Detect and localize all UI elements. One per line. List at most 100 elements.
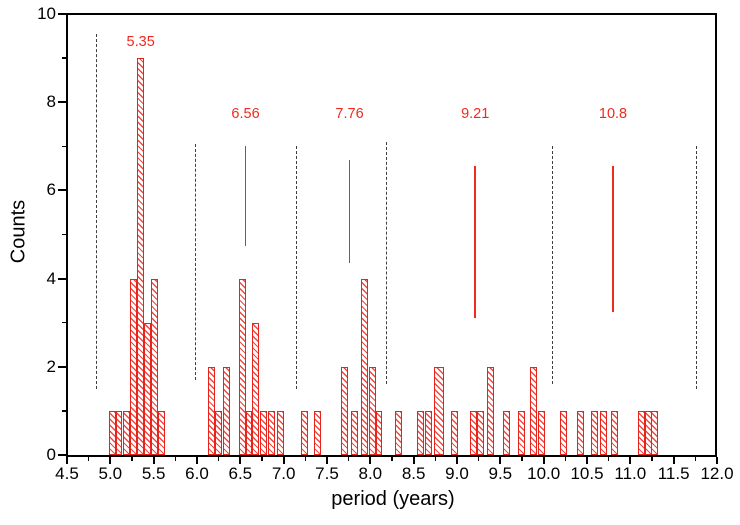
histogram-bar (537, 410, 545, 455)
x-tick-major (282, 457, 285, 464)
peak-marker-label: 5.35 (126, 33, 155, 50)
peak-marker-line (474, 166, 476, 319)
x-tick-minor (564, 457, 567, 461)
x-tick-minor (347, 457, 350, 461)
x-tick-label: 7.5 (315, 464, 339, 483)
x-tick-major (239, 457, 242, 464)
x-tick-major (66, 457, 68, 464)
x-tick-minor (477, 457, 480, 461)
dashed-guide-line (194, 144, 196, 381)
histogram-bar (108, 410, 116, 455)
x-tick-minor (607, 457, 610, 461)
x-tick-label: 11.5 (657, 464, 690, 483)
x-tick-label: 6.0 (185, 464, 209, 483)
histogram-bar (130, 278, 138, 455)
histogram-bar (577, 410, 585, 455)
x-tick-major (586, 457, 588, 464)
x-tick-major (672, 457, 675, 464)
x-tick-major (499, 457, 502, 464)
histogram-bar (394, 410, 402, 455)
histogram-bar (252, 322, 260, 455)
x-tick-label: 7.0 (271, 464, 296, 483)
dashed-guide-line (695, 146, 697, 389)
x-tick-label: 5.5 (141, 464, 166, 483)
y-tick-label: 0 (46, 445, 56, 464)
histogram-bar (560, 410, 568, 455)
x-tick-label: 5.0 (98, 464, 123, 483)
peak-marker-label: 10.8 (598, 106, 628, 123)
x-tick-minor (174, 457, 177, 461)
y-tick-major (58, 365, 66, 368)
histogram-bar (375, 410, 383, 455)
x-tick-major (196, 457, 198, 464)
histogram-bar (502, 410, 510, 455)
y-tick-major (58, 277, 66, 280)
histogram-bar (433, 366, 444, 455)
histogram-bar (450, 410, 458, 455)
histogram-bar (115, 410, 123, 455)
x-tick-minor (304, 457, 307, 461)
x-tick-label: 10.5 (570, 464, 604, 483)
y-tick-major (58, 454, 66, 456)
x-tick-major (412, 457, 415, 464)
x-tick-label: 11.0 (614, 464, 647, 483)
dashed-guide-line (296, 146, 298, 389)
y-tick-label: 6 (46, 180, 56, 200)
histogram-bar (137, 58, 145, 455)
peak-marker-label: 6.56 (231, 106, 260, 123)
y-tick-label: 2 (46, 356, 56, 376)
x-tick-major (369, 457, 372, 464)
histogram-bar (268, 410, 275, 455)
x-tick-major (152, 457, 155, 464)
histogram-bar (517, 410, 525, 455)
histogram-bar (651, 410, 659, 455)
histogram-bar (276, 410, 284, 455)
peak-marker-line (244, 146, 247, 246)
x-tick-major (542, 457, 545, 464)
x-tick-minor (131, 457, 133, 461)
y-tick-minor (62, 145, 66, 148)
x-tick-label: 4.5 (55, 464, 79, 483)
y-tick-label: 10 (37, 4, 56, 23)
x-tick-minor (521, 457, 523, 461)
histogram-bar (360, 278, 368, 455)
peak-marker-label: 7.76 (335, 106, 364, 123)
y-tick-major (58, 101, 66, 104)
histogram-bar (424, 410, 432, 455)
y-tick-minor (62, 57, 66, 59)
y-tick-major (58, 189, 66, 192)
histogram-bar (487, 366, 495, 455)
histogram-bar (368, 366, 376, 455)
y-tick-label: 4 (46, 268, 56, 288)
histogram-bar (600, 410, 607, 455)
dashed-guide-line (551, 146, 553, 385)
histogram-bar (123, 410, 131, 455)
dashed-guide-line (95, 33, 97, 389)
dashed-guide-line (386, 141, 388, 385)
x-tick-minor (651, 457, 653, 461)
x-tick-label: 12.0 (700, 464, 734, 483)
histogram-bar (340, 366, 348, 455)
x-tick-major (456, 457, 458, 464)
x-tick-label: 10.0 (527, 464, 561, 483)
histogram-bar (529, 366, 537, 455)
histogram-bar (301, 410, 308, 455)
x-tick-minor (261, 457, 263, 461)
x-tick-major (629, 457, 632, 464)
x-tick-label: 8.0 (358, 464, 383, 483)
x-tick-minor (87, 457, 90, 461)
histogram-bar (208, 366, 216, 455)
histogram-bar (314, 410, 321, 455)
peak-marker-line (612, 166, 614, 312)
histogram-bar (470, 410, 477, 455)
x-tick-major (716, 457, 718, 464)
x-axis-title: period (years) (331, 488, 455, 510)
histogram-bar (144, 322, 152, 455)
x-tick-minor (217, 457, 220, 461)
histogram-bar (223, 366, 230, 455)
histogram-bar (151, 278, 158, 455)
x-tick-label: 8.5 (401, 464, 426, 483)
y-tick-minor (62, 410, 66, 412)
y-tick-label: 8 (46, 92, 56, 112)
